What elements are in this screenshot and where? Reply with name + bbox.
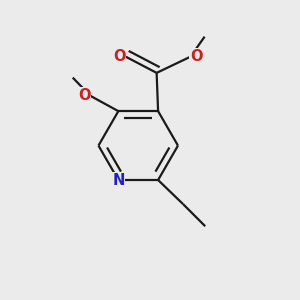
Text: O: O (113, 49, 125, 64)
Text: O: O (190, 49, 202, 64)
Text: N: N (112, 172, 124, 188)
Text: O: O (78, 88, 91, 103)
